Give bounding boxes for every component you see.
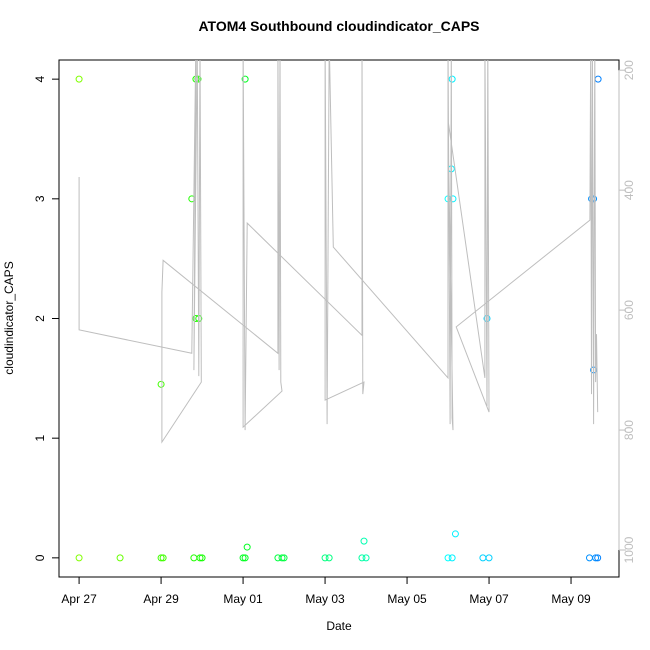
point [280,554,288,562]
x-tick-label: May 01 [223,592,263,606]
point [451,530,459,538]
point [479,554,487,562]
point [190,554,198,562]
y2-tick-label: 600 [622,300,636,320]
point [198,554,206,562]
point [362,554,370,562]
point [243,543,251,551]
y2-tick-label: 400 [622,180,636,200]
x-tick-label: May 07 [469,592,509,606]
point [75,554,83,562]
point [449,195,457,203]
point [157,554,165,562]
point [594,554,602,562]
point [444,554,452,562]
point [239,554,247,562]
point [278,554,286,562]
x-tick-label: Apr 27 [61,592,97,606]
x-tick-label: May 09 [551,592,591,606]
plot-area [75,60,602,562]
point [448,554,456,562]
x-tick-label: May 03 [305,592,345,606]
point [448,75,456,83]
point [358,554,366,562]
point [325,554,333,562]
point [360,537,368,545]
plot-box [58,59,620,578]
y2-tick-label: 800 [622,420,636,440]
point [159,554,167,562]
point [594,75,602,83]
y2-tick-label: 200 [622,60,636,80]
x-tick-label: May 05 [387,592,427,606]
y-tick-label: 2 [33,315,47,322]
x-axis-title: Date [326,619,352,633]
y-tick-label: 3 [33,195,47,202]
point [321,554,329,562]
point [241,75,249,83]
chart-title: ATOM4 Southbound cloudindicator_CAPS [198,18,479,34]
y-tick-label: 4 [33,75,47,82]
y2-tick-label: 1000 [622,536,636,563]
point [157,380,165,388]
x-tick-label: Apr 29 [143,592,179,606]
point [241,554,249,562]
point [585,554,593,562]
y-axis-title: cloudindicator_CAPS [2,261,16,374]
point [116,554,124,562]
line [78,60,599,444]
point [485,554,493,562]
point [75,75,83,83]
point [196,554,204,562]
y-tick-label: 1 [33,435,47,442]
point [592,554,600,562]
y-tick-label: 0 [33,554,47,561]
